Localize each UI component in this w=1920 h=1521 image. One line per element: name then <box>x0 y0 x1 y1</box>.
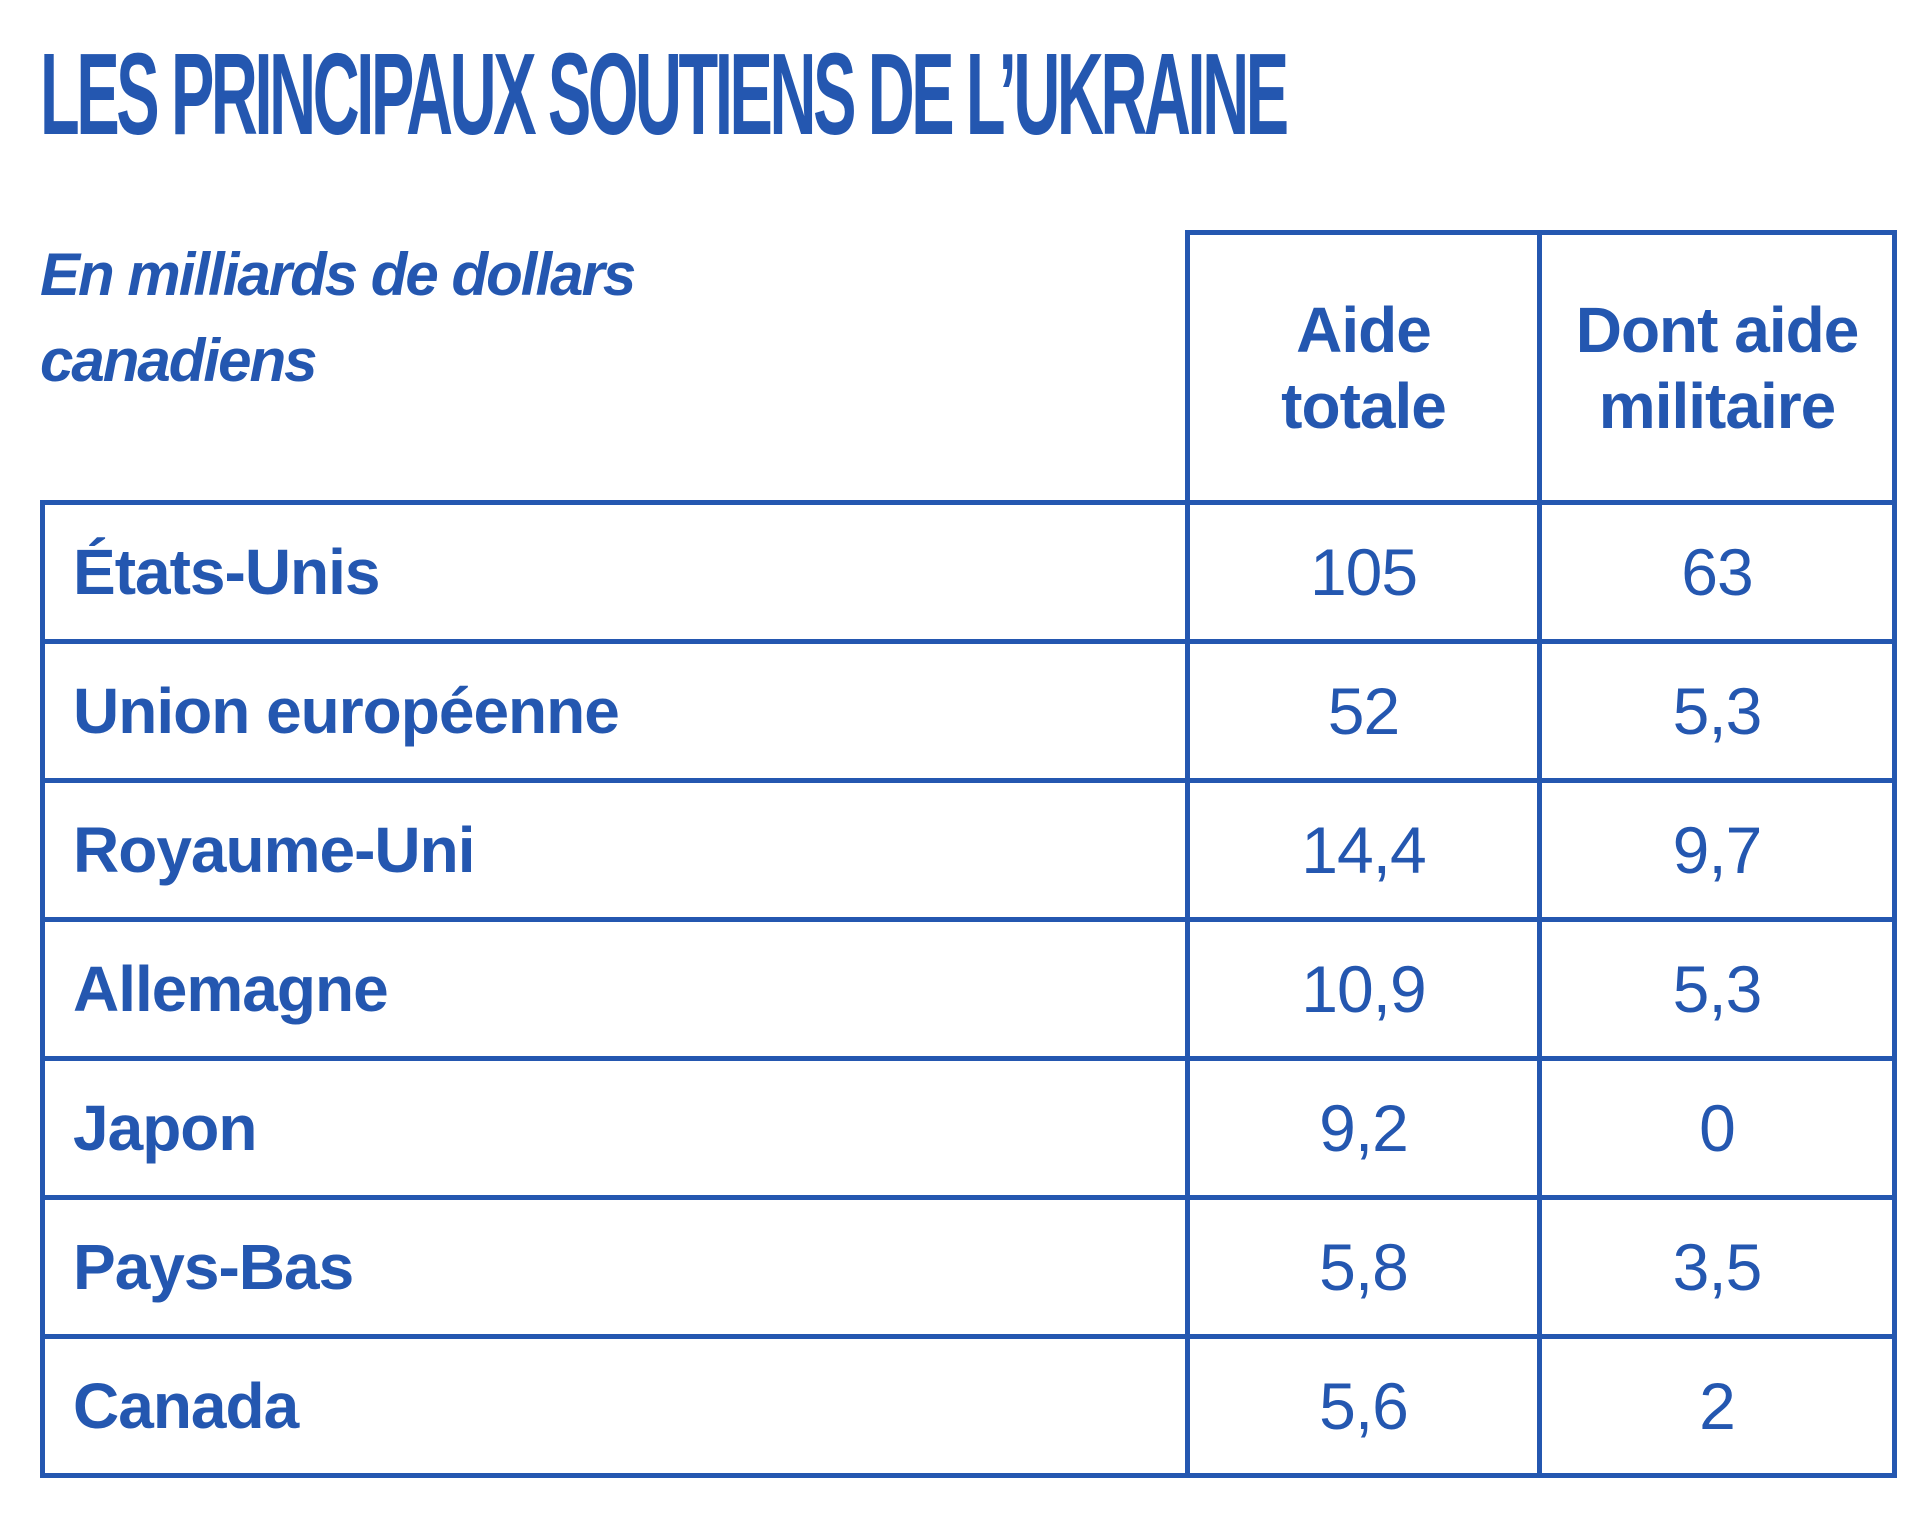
table-row: Japon 9,2 0 <box>40 1056 1897 1200</box>
row-country: Pays-Bas <box>40 1195 1190 1339</box>
table-row: Royaume-Uni 14,4 9,7 <box>40 778 1897 922</box>
cell-total-aid: 105 <box>1185 500 1542 644</box>
page-title: LES PRINCIPAUX SOUTIENS DE L’UKRAINE <box>40 29 1289 159</box>
column-header-military: Dont aide militaire <box>1537 230 1897 505</box>
support-table: Aide totale Dont aide militaire États-Un… <box>40 230 1897 1478</box>
cell-total-aid: 9,2 <box>1185 1056 1542 1200</box>
table-row: Canada 5,6 2 <box>40 1334 1897 1478</box>
row-country: Royaume-Uni <box>40 778 1190 922</box>
cell-military-aid: 5,3 <box>1537 917 1897 1061</box>
column-header-total-label: Aide totale <box>1281 293 1447 442</box>
cell-total-aid: 14,4 <box>1185 778 1542 922</box>
cell-military-aid: 0 <box>1537 1056 1897 1200</box>
cell-total-aid: 10,9 <box>1185 917 1542 1061</box>
column-header-total: Aide totale <box>1185 230 1542 505</box>
row-country: Allemagne <box>40 917 1190 1061</box>
row-country: États-Unis <box>40 500 1190 644</box>
cell-total-aid: 52 <box>1185 639 1542 783</box>
row-country: Japon <box>40 1056 1190 1200</box>
cell-total-aid: 5,8 <box>1185 1195 1542 1339</box>
table-row: Allemagne 10,9 5,3 <box>40 917 1897 1061</box>
cell-military-aid: 2 <box>1537 1334 1897 1478</box>
cell-military-aid: 3,5 <box>1537 1195 1897 1339</box>
cell-military-aid: 5,3 <box>1537 639 1897 783</box>
cell-total-aid: 5,6 <box>1185 1334 1542 1478</box>
table-row: Union européenne 52 5,3 <box>40 639 1897 783</box>
header-corner <box>43 233 1188 503</box>
table-header-row: Aide totale Dont aide militaire <box>43 230 1897 505</box>
row-country: Canada <box>40 1334 1190 1478</box>
cell-military-aid: 63 <box>1537 500 1897 644</box>
cell-military-aid: 9,7 <box>1537 778 1897 922</box>
table-row: États-Unis 105 63 <box>40 500 1897 644</box>
unit-note: En milliards de dollars canadiens <box>40 241 636 394</box>
column-header-military-label: Dont aide militaire <box>1575 293 1860 442</box>
table-row: Pays-Bas 5,8 3,5 <box>40 1195 1897 1339</box>
row-country: Union européenne <box>40 639 1190 783</box>
